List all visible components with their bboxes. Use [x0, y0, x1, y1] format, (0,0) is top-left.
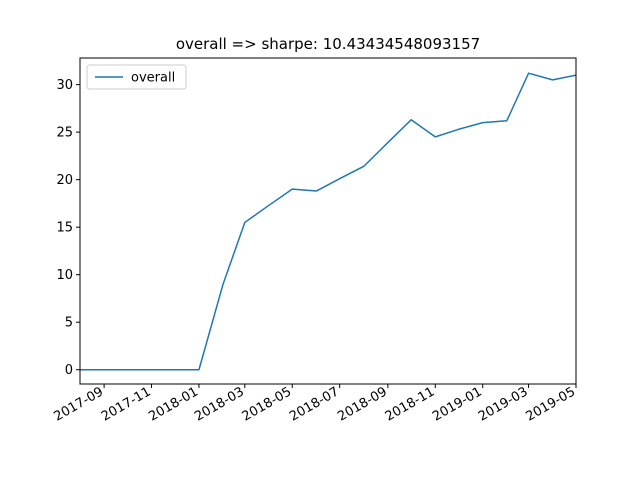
y-tick-label: 30 — [56, 78, 73, 93]
y-tick-label: 25 — [56, 126, 73, 141]
series-line-overall — [80, 72, 577, 371]
legend: overall — [86, 64, 187, 90]
plot-area — [80, 72, 577, 371]
y-tick-label: 10 — [56, 268, 73, 283]
legend-box — [86, 64, 187, 90]
axes-frame — [79, 57, 577, 385]
legend-label: overall — [131, 71, 175, 86]
y-tick-label: 0 — [65, 363, 73, 378]
y-tick-label: 5 — [65, 316, 73, 331]
y-tick-label: 20 — [56, 173, 73, 188]
chart-title: overall => sharpe: 10.43434548093157 — [176, 35, 480, 53]
y-tick-label: 15 — [56, 221, 73, 236]
